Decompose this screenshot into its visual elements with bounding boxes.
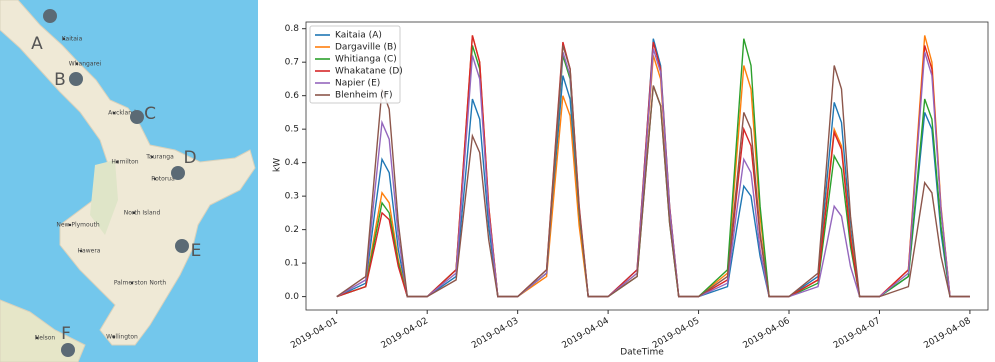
y-axis-label: kW — [273, 158, 283, 172]
marker — [130, 110, 144, 124]
marker-label: F — [61, 324, 71, 344]
marker — [43, 9, 57, 23]
chart: kW DateTime 0.00.10.20.30.40.50.60.70.82… — [258, 0, 995, 362]
marker — [69, 72, 83, 86]
x-tick-label: 2019-04-01 — [289, 316, 339, 351]
legend-label: Napier (E) — [335, 79, 380, 89]
y-tick-label: 0.6 — [285, 91, 300, 101]
series-line — [337, 35, 970, 296]
series-line — [337, 39, 970, 297]
y-tick-label: 0.0 — [285, 292, 300, 302]
marker-label: C — [144, 104, 156, 124]
place-label: Nelson — [35, 335, 56, 342]
marker-label: D — [183, 148, 196, 168]
y-tick-label: 0.4 — [285, 158, 300, 168]
marker-label: E — [191, 241, 202, 261]
y-tick-label: 0.2 — [285, 225, 299, 235]
x-tick-label: 2019-04-07 — [832, 316, 882, 351]
place-label: Hawera — [78, 248, 101, 255]
series-line — [337, 39, 970, 297]
page: KaitaiaWhangareiAucklandHamiltonTauranga… — [0, 0, 995, 362]
place-label: Kaitaia — [62, 36, 83, 43]
place-label: Wellington — [106, 334, 138, 341]
place-label: Whangarei — [69, 61, 102, 68]
marker-label: B — [54, 70, 66, 90]
legend-label: Whakatane (D) — [335, 67, 403, 77]
y-tick-label: 0.7 — [285, 58, 299, 68]
y-tick-label: 0.1 — [285, 259, 299, 269]
y-tick-label: 0.5 — [285, 125, 299, 135]
y-tick-label: 0.8 — [285, 24, 300, 34]
legend-label: Whitianga (C) — [335, 55, 397, 65]
x-tick-label: 2019-04-04 — [561, 316, 612, 351]
marker — [171, 166, 185, 180]
place-label: North Island — [124, 210, 161, 217]
x-tick-label: 2019-04-08 — [922, 316, 973, 351]
x-tick-label: 2019-04-05 — [651, 316, 701, 351]
series-line — [337, 35, 970, 296]
place-label: Hamilton — [111, 159, 138, 166]
map: KaitaiaWhangareiAucklandHamiltonTauranga… — [0, 0, 258, 362]
legend-label: Blenheim (F) — [335, 91, 393, 101]
place-label: New Plymouth — [56, 222, 100, 229]
marker — [61, 343, 75, 357]
place-label: Palmerston North — [114, 280, 167, 287]
x-tick-label: 2019-04-06 — [741, 316, 792, 351]
place-label: Rotorua — [151, 176, 175, 183]
legend-label: Dargaville (B) — [335, 43, 397, 53]
y-tick-label: 0.3 — [285, 192, 299, 202]
legend-label: Kaitaia (A) — [335, 31, 382, 41]
x-tick-label: 2019-04-03 — [470, 316, 520, 351]
marker-label: A — [31, 34, 43, 54]
place-label: Tauranga — [145, 154, 174, 161]
marker — [175, 239, 189, 253]
x-tick-label: 2019-04-02 — [380, 316, 430, 351]
series-line — [337, 45, 970, 296]
